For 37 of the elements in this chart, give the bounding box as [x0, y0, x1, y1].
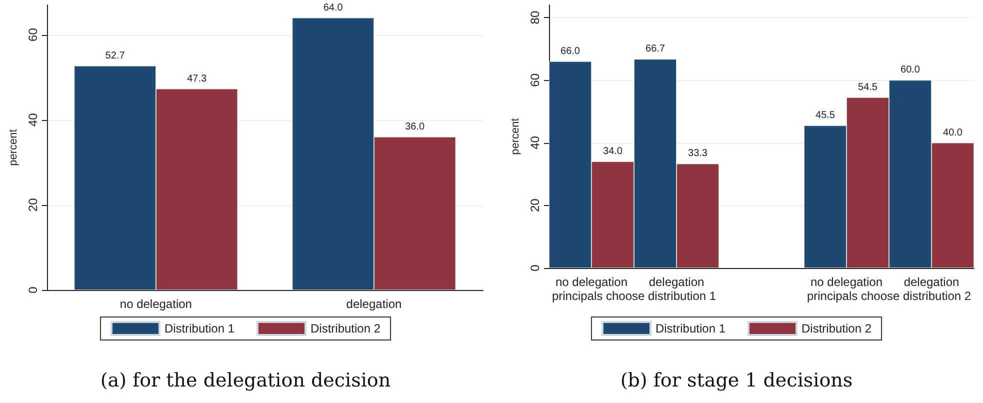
- y-tick-label: 60: [26, 28, 40, 42]
- y-tick-label: 80: [528, 10, 542, 24]
- x-tick-label: delegation: [648, 275, 704, 289]
- x-tick-label: delegation: [904, 275, 960, 289]
- data-label: 60.0: [900, 64, 920, 76]
- y-axis-title: percent: [8, 129, 20, 166]
- text: principals choose distribution 2: [806, 289, 972, 303]
- data-label: 34.0: [603, 146, 623, 158]
- data-label: 45.5: [816, 110, 836, 122]
- legend-label: Distribution 2: [802, 322, 872, 336]
- data-label: 36.0: [405, 121, 426, 132]
- y-tick-label: 0: [26, 286, 40, 294]
- legend-label: Distribution 1: [655, 322, 726, 336]
- x-tick-label: no delegation: [810, 275, 883, 289]
- text: principals choose distribution 1: [552, 289, 716, 303]
- text: (b) for stage 1 decisions: [620, 370, 853, 392]
- data-label: 52.7: [105, 50, 126, 62]
- x-tick-label: no delegation: [120, 297, 192, 311]
- data-label: 33.3: [688, 148, 708, 160]
- data-label: 66.7: [646, 44, 666, 55]
- data-label: 66.0: [560, 46, 580, 57]
- y-tick-label: 20: [26, 198, 40, 212]
- data-label: 47.3: [187, 73, 207, 84]
- x-tick-label: delegation: [346, 297, 402, 311]
- y-tick-label: 60: [528, 73, 542, 87]
- y-axis-title: percent: [510, 118, 522, 155]
- data-label: 54.5: [858, 82, 878, 93]
- y-tick-label: 40: [26, 112, 40, 127]
- data-label: 64.0: [323, 2, 344, 14]
- y-tick-label: 20: [528, 198, 542, 212]
- legend-label: Distribution 2: [310, 322, 381, 336]
- y-tick-label: 40: [528, 136, 542, 150]
- data-label: 40.0: [943, 127, 963, 138]
- text: (a) for the delegation decision: [100, 370, 391, 392]
- y-tick-label: 0: [528, 264, 542, 272]
- x-tick-label: no delegation: [555, 275, 628, 289]
- legend-label: Distribution 1: [164, 322, 235, 336]
